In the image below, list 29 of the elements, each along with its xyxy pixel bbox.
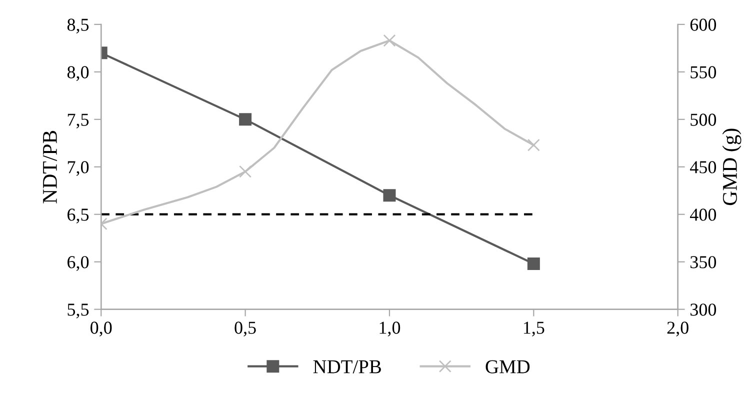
point [239, 113, 252, 126]
y2-tick-label: 600 [690, 18, 716, 31]
y2-tick-label: 450 [690, 161, 716, 174]
y-tick-label: 7,0 [68, 161, 89, 176]
x-tick-label: 0,5 [234, 322, 256, 336]
y-tick-label: 7,5 [68, 114, 89, 128]
y-tick-label: 6,5 [68, 208, 89, 224]
y2-tick-label: 400 [690, 208, 716, 221]
legend-label: NDT/PB [313, 360, 381, 374]
x-tick-label: 0,0 [90, 322, 112, 336]
legend-label: GMD [486, 360, 530, 374]
y2-axis-title: GMD (g) [722, 128, 742, 206]
x-tick-label: 2,0 [667, 322, 688, 336]
x-tick-label: 1,5 [524, 322, 544, 336]
y-tick-label: 5,5 [68, 304, 89, 318]
point [527, 257, 540, 270]
y2-tick-label: 500 [690, 114, 716, 126]
y-tick-label: 8,5 [67, 18, 89, 34]
point [383, 34, 396, 47]
y2-tick-label: 350 [690, 256, 716, 268]
x-tick-label: 1,0 [380, 322, 400, 336]
y-tick-label: 6,0 [68, 256, 89, 271]
y-tick-label: 8,0 [67, 66, 89, 81]
point [239, 165, 252, 178]
point [527, 138, 540, 152]
y-axis-title: NDT/PB [43, 130, 57, 204]
point [383, 189, 396, 202]
y2-tick-label: 300 [690, 304, 716, 316]
y2-tick-label: 550 [690, 66, 716, 78]
